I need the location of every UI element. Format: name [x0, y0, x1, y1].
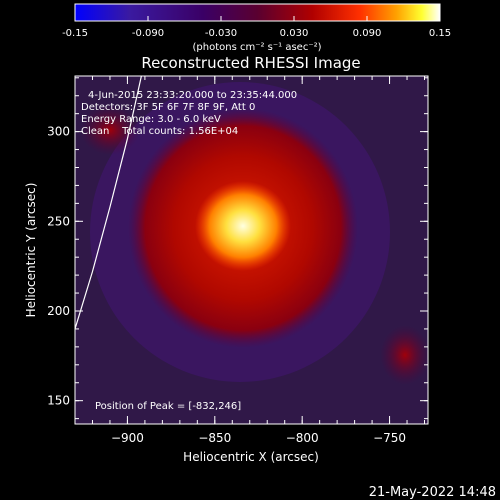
- peak-position-label: Position of Peak = [-832,246]: [95, 401, 241, 412]
- y-tick-label: 250: [47, 214, 70, 228]
- info-energy-range: Energy Range: 3.0 - 6.0 keV: [81, 114, 221, 125]
- image-area: [75, 76, 428, 424]
- info-detectors: Detectors: 3F 5F 6F 7F 8F 9F, Att 0: [81, 102, 255, 113]
- y-axis: 150 200 250 300: [47, 77, 428, 420]
- x-tick-label: −750: [373, 431, 406, 445]
- colorbar-tick-label: 0.15: [429, 28, 451, 39]
- colorbar-tick-label: -0.15: [62, 28, 88, 39]
- colorbar-tick-label: 0.090: [353, 28, 382, 39]
- info-block: 4-Jun-2015 23:33:20.000 to 23:35:44.000 …: [81, 90, 297, 137]
- solar-limb-curve: [75, 76, 142, 330]
- colorbar-ticks: -0.15 -0.090 -0.030 0.030 0.090 0.15: [62, 16, 451, 39]
- colorbar-unit-label: (photons cm⁻² s⁻¹ asec⁻²): [192, 42, 321, 53]
- peak-core: [195, 181, 291, 271]
- colorbar: [74, 3, 441, 22]
- x-axis-label: Heliocentric X (arcsec): [183, 450, 319, 464]
- colorbar-tick-label: -0.090: [132, 28, 164, 39]
- x-tick-label: −800: [286, 431, 319, 445]
- y-tick-label: 150: [47, 394, 70, 408]
- small-source-left: [80, 105, 140, 155]
- y-tick-label: 300: [47, 125, 70, 139]
- small-source-bottom-right: [380, 325, 428, 385]
- info-time-range: 4-Jun-2015 23:33:20.000 to 23:35:44.000: [88, 90, 297, 101]
- x-tick-label: −850: [198, 431, 231, 445]
- timestamp: 21-May-2022 14:48: [369, 485, 496, 500]
- colorbar-tick-label: 0.030: [280, 28, 309, 39]
- x-axis: −900 −850 −800 −750: [91, 76, 426, 445]
- y-tick-label: 200: [47, 304, 70, 318]
- info-clean-counts: Clean Total counts: 1.56E+04: [81, 126, 238, 137]
- x-tick-label: −900: [111, 431, 144, 445]
- colorbar-tick-label: -0.030: [205, 28, 237, 39]
- plot-title: Reconstructed RHESSI Image: [141, 54, 360, 72]
- y-axis-label: Heliocentric Y (arcsec): [24, 183, 38, 318]
- plot-frame: [74, 75, 429, 425]
